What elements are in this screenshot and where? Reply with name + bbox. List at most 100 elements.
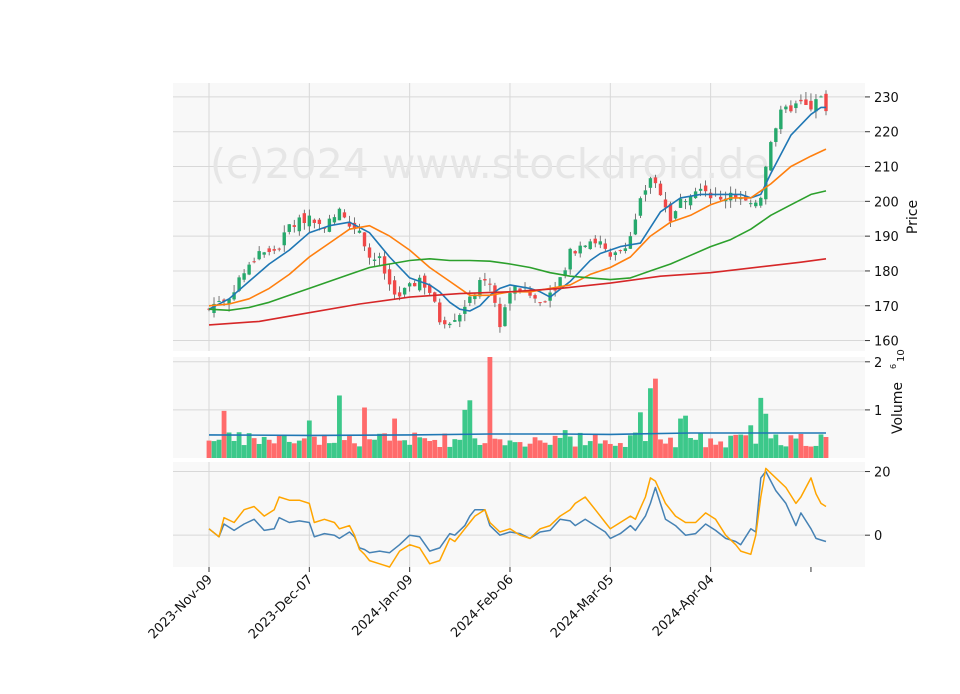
volume-bar [482,443,488,458]
volume-bar [572,446,578,458]
candle-body [754,202,758,207]
volume-bar [477,444,483,458]
volume-bar [301,438,307,458]
volume-bar [637,412,643,458]
candle-body [443,320,447,325]
volume-bar [743,435,749,458]
volume-bar [377,433,382,458]
volume-bar [342,440,347,458]
candle-body [297,217,301,232]
volume-bar [653,378,658,458]
volume-bar [276,435,282,458]
candle-body [458,315,462,322]
volume-bar [803,445,809,458]
price-tick-label: 230 [874,91,899,106]
candle-body [638,198,643,216]
candle-body [543,301,547,303]
candle-body [503,307,507,327]
price-tick-label: 160 [874,335,899,350]
candle-body [227,298,231,305]
volume-bar [412,432,418,458]
volume-bar [668,437,673,458]
volume-bar [627,435,633,458]
volume-bar [372,439,377,458]
volume-tick-label: 2 [874,356,882,371]
volume-bar [326,443,332,458]
volume-bar [753,443,759,458]
volume-bar [703,447,709,458]
volume-bar [793,438,799,458]
candle-body [643,190,648,195]
volume-bar [818,434,824,458]
candle-body [518,288,522,291]
volume-bar [808,446,814,458]
candle-body [417,277,422,291]
candle-body [784,106,788,110]
candle-body [392,280,397,295]
candle-body [658,183,663,196]
volume-bar [562,430,568,458]
candle-body [448,323,452,326]
candle-body [362,232,367,247]
volume-bar [507,440,513,458]
volume-bar [748,425,754,458]
oscillator-tick-label: 0 [874,529,882,544]
volume-bar [813,445,819,458]
candle-body [573,251,577,254]
volume-bar [231,440,237,458]
volume-bar [442,433,448,458]
candle-body [618,250,623,252]
candle-body [483,278,487,281]
volume-bar [502,445,508,458]
candle-body [749,203,753,205]
candle-body [648,178,653,188]
price-tick-label: 210 [874,161,899,176]
candle-body [498,303,502,328]
volume-bar [648,388,653,458]
volume-bar [708,438,714,458]
volume-bar [643,441,648,458]
volume-bar [281,435,287,458]
candle-body [688,195,693,206]
candle-body [799,99,803,102]
volume-bar [472,438,478,458]
candle-body [678,198,683,208]
candle-body [372,259,377,261]
volume-bar [271,443,277,458]
candle-body [703,185,708,192]
volume-tick-label: 1 [874,404,882,419]
volume-bar [206,440,212,458]
volume-bar [291,443,297,458]
x-tick-label: 2024-Feb-06 [448,572,517,641]
volume-bar [347,436,352,458]
candle-body [247,264,251,275]
volume-exponent: 6 [889,364,898,369]
volume-bar [306,420,312,458]
volume-bar [758,397,764,458]
volume-bar [778,445,784,458]
volume-bar [392,418,398,458]
volume-bar [663,443,668,458]
volume-bar [552,435,558,458]
volume-exponent-base: 10 [896,349,907,362]
volume-bar [783,446,789,458]
candle-body [282,232,286,246]
candle-body [438,302,442,323]
volume-bar [602,440,608,458]
volume-bar [527,443,533,458]
volume-bar [547,444,553,458]
volume-bar [728,435,734,458]
candle-body [779,109,783,130]
candle-body [267,248,271,253]
volume-bar [246,433,252,458]
moving-average-line [208,190,827,312]
candle-body [759,197,763,206]
volume-bar [673,447,678,458]
volume-bar [452,439,458,458]
candle-body [558,277,562,287]
volume-bar [357,446,362,458]
oscillator-line [208,470,827,554]
volume-bar [266,439,272,458]
candle-body [538,302,542,304]
price-panel [173,83,865,351]
